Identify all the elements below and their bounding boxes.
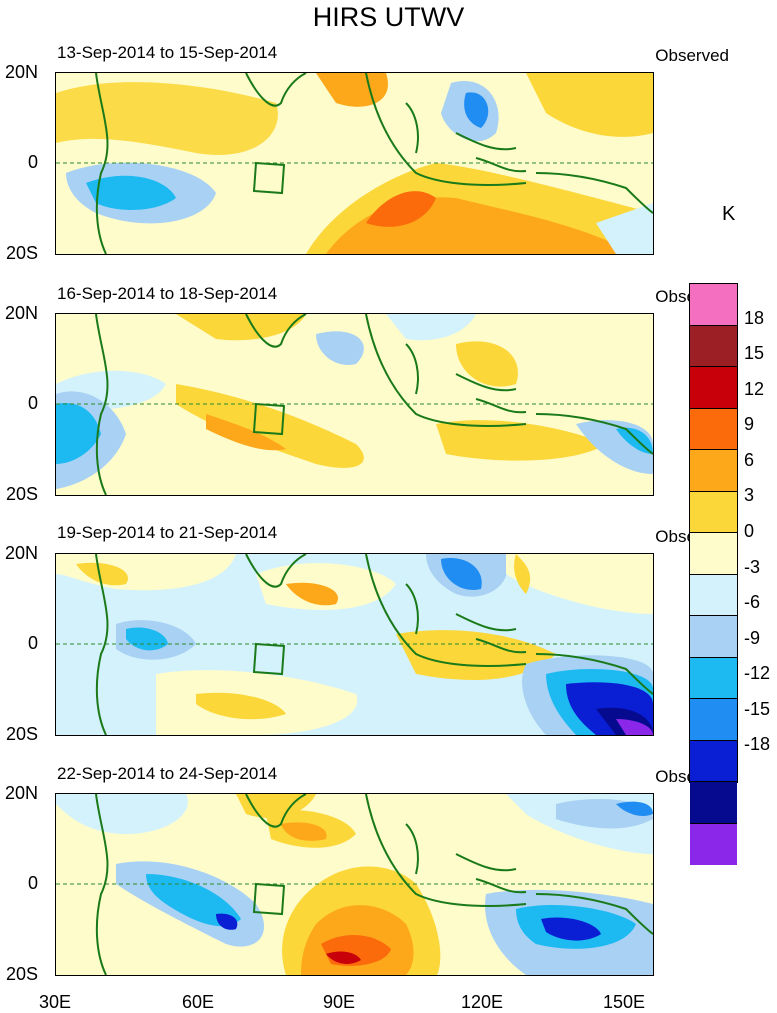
colorbar-tick-label: 18 bbox=[744, 307, 765, 328]
colorbar-tick-label: -18 bbox=[744, 734, 771, 755]
lon-label-60e: 60E bbox=[181, 992, 215, 1012]
map-plot-2 bbox=[55, 313, 654, 496]
map-plot-3 bbox=[55, 553, 654, 736]
panel-observed-label: Observed bbox=[655, 46, 729, 65]
panel-date-range: 16-Sep-2014 to 18-Sep-2014 bbox=[57, 284, 278, 303]
colorbar-box bbox=[690, 740, 737, 782]
lat-label-20n: 20N bbox=[4, 62, 38, 82]
lat-label-20n: 20N bbox=[4, 543, 38, 563]
colorbar-tick-label: 6 bbox=[744, 449, 755, 470]
colorbar-box bbox=[690, 367, 737, 409]
panel-date-range: 19-Sep-2014 to 21-Sep-2014 bbox=[57, 523, 278, 542]
panel-date-range: 22-Sep-2014 to 24-Sep-2014 bbox=[57, 764, 278, 783]
lat-label-20n: 20N bbox=[4, 783, 38, 803]
colorbar-box bbox=[690, 699, 737, 741]
colorbar-tick-label: 3 bbox=[744, 485, 755, 506]
colorbar-box bbox=[690, 657, 737, 699]
colorbar-box bbox=[690, 574, 737, 616]
colorbar-box bbox=[690, 325, 737, 367]
lat-label-20s: 20S bbox=[5, 243, 38, 263]
colorbar-tick-label: 12 bbox=[744, 378, 765, 399]
colorbar-box bbox=[690, 450, 737, 492]
lat-label-0: 0 bbox=[27, 393, 38, 413]
map-plot-1 bbox=[55, 72, 654, 255]
map-plot-4 bbox=[55, 793, 654, 976]
lat-label-20s: 20S bbox=[5, 724, 38, 744]
lat-label-0: 0 bbox=[27, 633, 38, 653]
colorbar-box bbox=[690, 284, 737, 326]
lat-label-20s: 20S bbox=[5, 964, 38, 984]
lon-label-150e: 150E bbox=[602, 992, 646, 1012]
colorbar-box bbox=[690, 491, 737, 533]
colorbar-box bbox=[690, 823, 737, 865]
colorbar-box bbox=[690, 782, 737, 824]
lat-label-0: 0 bbox=[27, 873, 38, 893]
colorbar-box bbox=[690, 616, 737, 658]
colorbar-tick-label: 15 bbox=[744, 343, 765, 364]
lon-label-30e: 30E bbox=[38, 992, 72, 1012]
colorbar-tick-label: -9 bbox=[744, 627, 761, 648]
colorbar-box bbox=[690, 408, 737, 450]
lat-label-20s: 20S bbox=[5, 484, 38, 504]
panel-date-range: 13-Sep-2014 to 15-Sep-2014 bbox=[57, 43, 278, 62]
colorbar-tick-label: -6 bbox=[744, 592, 761, 613]
colorbar-tick-label: -12 bbox=[744, 663, 771, 684]
lat-label-0: 0 bbox=[27, 152, 38, 172]
figure-title: HIRS UTWV bbox=[312, 2, 465, 32]
colorbar-unit-label: K bbox=[722, 203, 736, 225]
lat-label-20n: 20N bbox=[4, 303, 38, 323]
lon-label-120e: 120E bbox=[460, 992, 504, 1012]
colorbar-box bbox=[690, 533, 737, 575]
colorbar bbox=[689, 283, 738, 865]
colorbar-tick-label: -3 bbox=[744, 556, 761, 577]
colorbar-tick-label: -15 bbox=[744, 698, 771, 719]
colorbar-tick-label: 9 bbox=[744, 414, 755, 435]
lon-label-90e: 90E bbox=[322, 992, 356, 1012]
colorbar-tick-label: 0 bbox=[744, 521, 755, 541]
